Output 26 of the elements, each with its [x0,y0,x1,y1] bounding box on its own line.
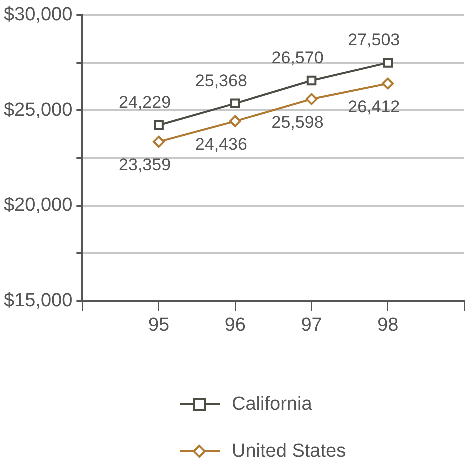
y-tick-label: $25,000 [4,100,73,121]
data-label: 24,436 [195,135,248,154]
data-label: 23,359 [119,156,172,175]
point [230,98,240,109]
legend-label: United States [232,440,346,462]
x-tick-label: 98 [378,314,399,336]
data-label: 27,503 [348,30,400,50]
x-tick-label: 96 [224,314,246,336]
y-tick-label: $30,000 [4,4,73,26]
point [382,78,394,90]
legend-label: California [232,394,312,416]
y-tick-label: $15,000 [4,290,73,312]
data-label: 26,570 [272,48,324,68]
data-label: 24,229 [119,93,172,112]
point [229,115,242,128]
data-label: 26,412 [348,97,400,116]
data-label: 25,598 [272,112,324,132]
x-tick-label: 97 [301,314,322,336]
point [383,58,394,68]
point [306,76,317,86]
point [154,120,164,130]
x-tick-label: 95 [148,314,170,336]
point [153,136,166,148]
y-tick-label: $20,000 [4,195,73,216]
point [306,93,318,106]
data-label: 25,368 [195,71,248,90]
